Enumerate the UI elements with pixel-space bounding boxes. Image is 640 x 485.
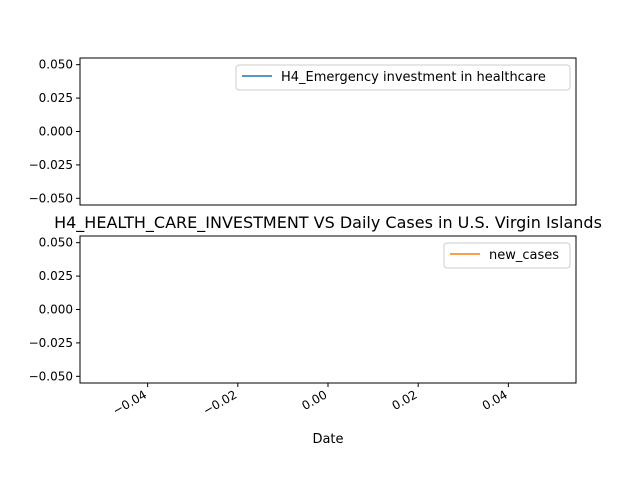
top-legend-label: H4_Emergency investment in healthcare	[281, 70, 546, 85]
bottom-x-axis-label: Date	[312, 432, 343, 447]
top-y-axis: 0.050 0.025 0.000 −0.025 −0.050	[29, 58, 80, 205]
top-legend: H4_Emergency investment in healthcare	[235, 64, 571, 91]
top-y-tick-label: 0.050	[39, 58, 73, 72]
top-y-tick-label: 0.000	[39, 125, 73, 139]
bottom-y-tick-label: 0.050	[39, 236, 73, 250]
top-y-tick-label: −0.025	[29, 158, 73, 172]
bottom-chart-title: H4_HEALTH_CARE_INVESTMENT VS Daily Cases…	[54, 213, 602, 233]
bottom-legend: new_cases	[443, 242, 571, 269]
bottom-y-axis: 0.050 0.025 0.000 −0.025 −0.050	[29, 236, 80, 383]
bottom-y-tick-label: 0.000	[39, 303, 73, 317]
top-subplot: 0.050 0.025 0.000 −0.025 −0.050 H4_Emergency…	[29, 57, 577, 206]
bottom-legend-label: new_cases	[489, 248, 559, 263]
top-legend-box	[235, 64, 571, 91]
bottom-y-tick-label: −0.025	[29, 336, 73, 350]
top-y-tick-label: −0.050	[29, 191, 73, 205]
bottom-y-tick-label: −0.050	[29, 369, 73, 383]
bottom-y-tick-label: 0.025	[39, 269, 73, 283]
bottom-legend-box	[443, 242, 571, 269]
top-y-tick-label: 0.025	[39, 91, 73, 105]
